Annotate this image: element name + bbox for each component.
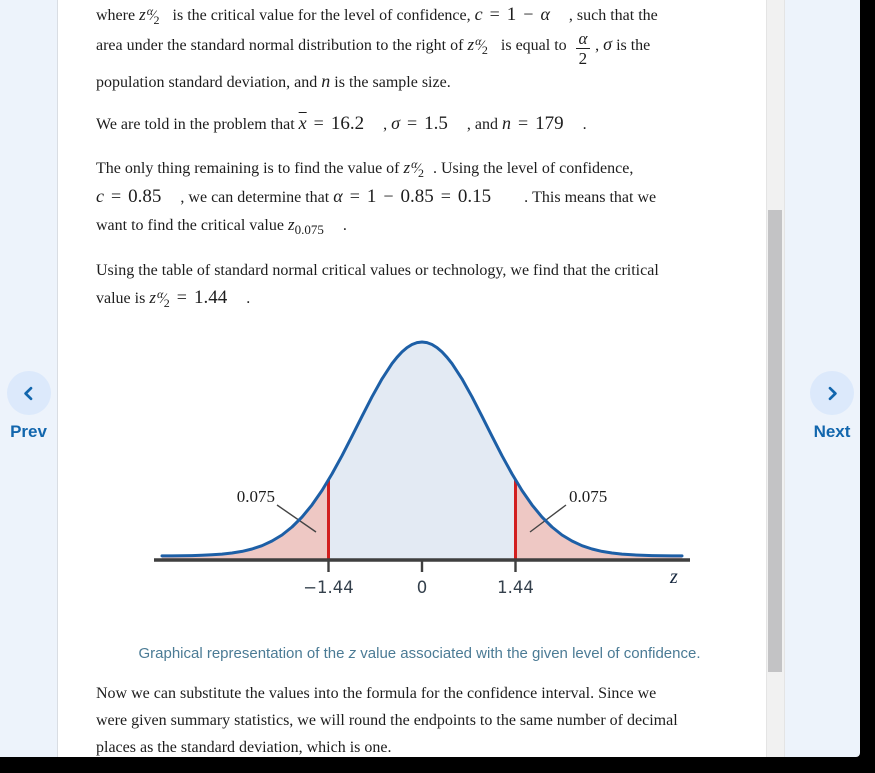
math-z-sub-0075: z 0.075 [287,215,324,237]
chevron-left-icon [24,386,33,400]
text-line: were given summary statistics, we will r… [96,712,678,729]
math-x-bar: x [298,113,307,133]
text-line: value is z α ⁄ 2 = 1.44. [96,284,743,313]
text-line: The only thing remaining is to find the … [96,154,743,183]
lesson-content: where z α ⁄ 2 is the critical value for the… [58,0,767,757]
prev-button-label[interactable]: Prev [10,422,47,441]
content-panel: where z α ⁄ 2 is the critical value for the… [57,0,767,757]
math-z-alpha-over-2: z α ⁄ 2 [403,157,424,180]
paragraph-find-critical-value: The only thing remaining is to find the … [96,154,743,239]
scrollbar-track[interactable] [766,0,785,757]
normal-distribution-chart: −1.44 0 1.44 z 0.075 0.075 [154,340,690,597]
prev-button[interactable]: Prev [0,371,57,442]
axis-label-z: z [669,566,678,588]
next-button[interactable]: Next [802,371,860,442]
paragraph-critical-value-result: Using the table of standard normal criti… [96,257,743,313]
scrollbar-thumb[interactable] [768,210,782,672]
math-z-alpha-over-2: z α ⁄ 2 [139,4,160,27]
tick-label-pos: 1.44 [497,578,534,597]
text-line: population standard deviation, and n is … [96,71,451,91]
math-z-alpha-over-2: z α ⁄ 2 [149,287,170,310]
central-area [328,342,516,560]
tail-label-left: 0.075 [237,487,275,506]
normal-curve [160,340,684,558]
math-z-alpha-over-2: z α ⁄ 2 [467,34,488,57]
prev-button-circle[interactable] [6,371,51,415]
paragraph-definition: where z α ⁄ 2 is the critical value for the… [96,1,743,96]
right-annotation-line [529,504,567,533]
next-button-label[interactable]: Next [813,422,851,441]
text-line: We are told in the problem that x = 16.2, … [96,113,587,134]
text-line: c = 0.85, we can determine that α = 1−0.85 = 0… [96,186,657,207]
text-line: Now we can substitute the values into th… [96,685,657,702]
figure-caption: Graphical representation of the z value … [138,645,701,662]
chevron-right-icon [828,386,837,400]
lesson-page: Prev Next where z α ⁄ 2 is the critical val… [0,0,860,757]
tail-label-right: 0.075 [569,487,607,506]
text-line: Using the table of standard normal criti… [96,262,659,279]
paragraph-substitute-values: Now we can substitute the values into th… [96,680,743,757]
paragraph-given-values: We are told in the problem that x = 16.2, … [96,110,743,138]
distribution-figure: −1.44 0 1.44 z 0.075 0.075 [142,335,702,612]
next-button-circle[interactable] [810,371,854,415]
tick-label-zero: 0 [417,578,428,597]
text-line: area under the standard normal distribut… [96,29,651,69]
text-line: want to find the critical value z 0.075. [96,211,743,239]
text-line: where z α ⁄ 2 is the critical value for the… [96,1,743,30]
tick-label-neg: −1.44 [303,578,354,597]
left-annotation-line [276,504,317,533]
text-line: places as the standard deviation, which … [96,739,392,756]
